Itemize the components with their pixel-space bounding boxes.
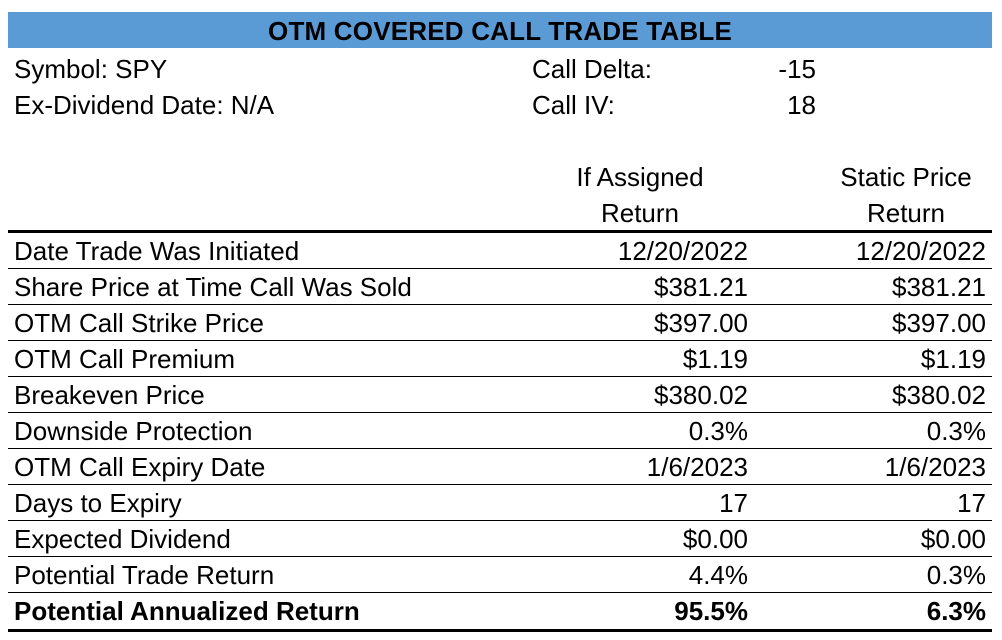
static-price-value: 0.3% xyxy=(926,560,986,590)
if-assigned-value: 1/6/2023 xyxy=(646,452,748,482)
if-assigned-value: $381.21 xyxy=(654,272,748,302)
if-assigned-value: $1.19 xyxy=(682,344,748,374)
static-price-value: 6.3% xyxy=(926,596,986,626)
column-header-static-price-line1: Static Price xyxy=(840,162,972,192)
if-assigned-value: 4.4% xyxy=(688,560,748,590)
trade-table: Date Trade Was Initiated 12/20/2022 12/2… xyxy=(8,233,992,629)
row-label: Share Price at Time Call Was Sold xyxy=(14,272,412,302)
table-row-annualized-return: Potential Annualized Return 95.5% 6.3% xyxy=(8,593,992,629)
symbol-label: Symbol: SPY xyxy=(14,54,168,84)
static-price-value: $381.21 xyxy=(892,272,986,302)
row-label: Potential Annualized Return xyxy=(14,596,360,626)
row-label: OTM Call Strike Price xyxy=(14,308,264,338)
static-price-value: 0.3% xyxy=(926,416,986,446)
table-top-rule xyxy=(8,230,992,233)
table-row: Share Price at Time Call Was Sold $381.2… xyxy=(8,269,992,305)
table-row: Potential Trade Return 4.4% 0.3% xyxy=(8,557,992,593)
table-bottom-rule xyxy=(8,629,992,632)
row-label: OTM Call Premium xyxy=(14,344,236,374)
table-row: Days to Expiry 17 17 xyxy=(8,485,992,521)
column-header-if-assigned-line2: Return xyxy=(600,198,680,228)
static-price-value: 1/6/2023 xyxy=(884,452,986,482)
row-label: Downside Protection xyxy=(14,416,253,446)
static-price-value: 12/20/2022 xyxy=(855,236,986,266)
call-delta-label: Call Delta: xyxy=(532,54,652,84)
table-row: Expected Dividend $0.00 $0.00 xyxy=(8,521,992,557)
column-header-static-price: Static Price Return xyxy=(806,159,1002,231)
static-price-value: $380.02 xyxy=(892,380,986,410)
static-price-value: $0.00 xyxy=(920,524,986,554)
table-row: OTM Call Strike Price $397.00 $397.00 xyxy=(8,305,992,341)
static-price-value: $1.19 xyxy=(920,344,986,374)
title-bar: OTM COVERED CALL TRADE TABLE xyxy=(8,12,992,48)
table-row: OTM Call Expiry Date 1/6/2023 1/6/2023 xyxy=(8,449,992,485)
table-row: Breakeven Price $380.02 $380.02 xyxy=(8,377,992,413)
static-price-value: $397.00 xyxy=(892,308,986,338)
call-iv-label: Call IV: xyxy=(532,90,615,120)
row-label: Expected Dividend xyxy=(14,524,231,554)
column-header-static-price-line2: Return xyxy=(866,198,946,228)
call-iv-value: 18 xyxy=(787,90,816,120)
ex-dividend-label: Ex-Dividend Date: N/A xyxy=(14,90,275,120)
table-row: Downside Protection 0.3% 0.3% xyxy=(8,413,992,449)
if-assigned-value: $397.00 xyxy=(654,308,748,338)
if-assigned-value: $0.00 xyxy=(682,524,748,554)
call-delta-value: -15 xyxy=(778,54,816,84)
table-title: OTM COVERED CALL TRADE TABLE xyxy=(268,15,732,46)
table-row: Date Trade Was Initiated 12/20/2022 12/2… xyxy=(8,233,992,269)
column-header-if-assigned: If Assigned Return xyxy=(540,159,740,231)
if-assigned-value: 12/20/2022 xyxy=(617,236,748,266)
row-label: Potential Trade Return xyxy=(14,560,275,590)
row-label: Days to Expiry xyxy=(14,488,182,518)
if-assigned-value: 95.5% xyxy=(674,596,748,626)
static-price-value: 17 xyxy=(957,488,986,518)
column-header-if-assigned-line1: If Assigned xyxy=(576,162,704,192)
table-row: OTM Call Premium $1.19 $1.19 xyxy=(8,341,992,377)
row-label: Date Trade Was Initiated xyxy=(14,236,300,266)
if-assigned-value: $380.02 xyxy=(654,380,748,410)
if-assigned-value: 0.3% xyxy=(688,416,748,446)
row-label: OTM Call Expiry Date xyxy=(14,452,266,482)
row-label: Breakeven Price xyxy=(14,380,205,410)
if-assigned-value: 17 xyxy=(719,488,748,518)
